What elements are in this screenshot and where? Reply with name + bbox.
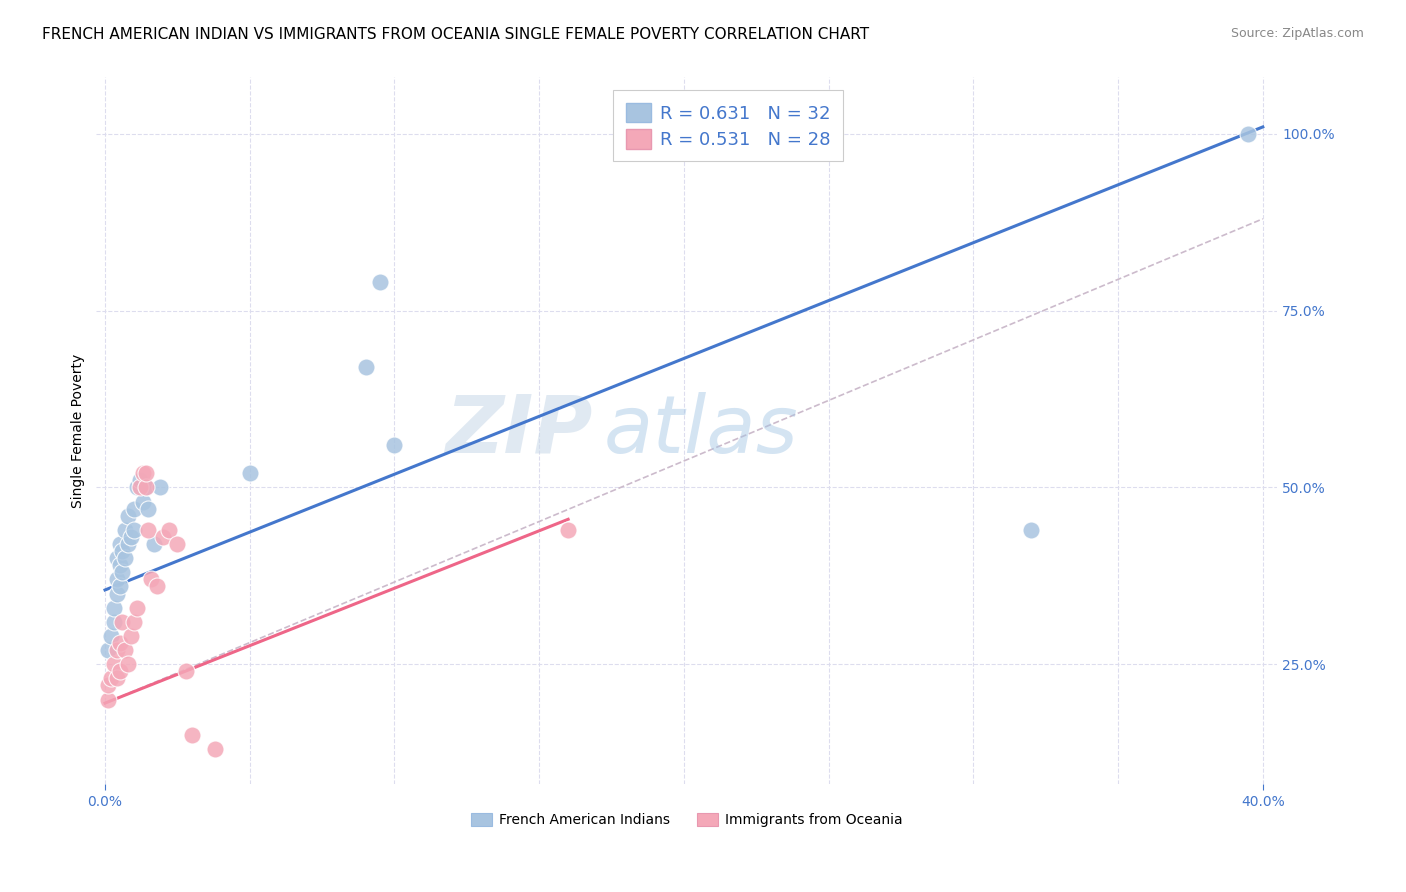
Point <box>108 537 131 551</box>
Text: FRENCH AMERICAN INDIAN VS IMMIGRANTS FROM OCEANIA SINGLE FEMALE POVERTY CORRELAT: FRENCH AMERICAN INDIAN VS IMMIGRANTS FRO… <box>42 27 869 42</box>
Point <box>105 643 128 657</box>
Text: Source: ZipAtlas.com: Source: ZipAtlas.com <box>1230 27 1364 40</box>
Point <box>1019 523 1042 537</box>
Point <box>122 615 145 629</box>
Point <box>138 501 160 516</box>
Point <box>114 643 136 657</box>
Point <box>138 523 160 537</box>
Point <box>135 480 157 494</box>
Point <box>120 629 142 643</box>
Point <box>97 643 120 657</box>
Point <box>122 501 145 516</box>
Point <box>105 573 128 587</box>
Point <box>117 537 139 551</box>
Point <box>108 665 131 679</box>
Point <box>114 523 136 537</box>
Point <box>125 600 148 615</box>
Point <box>117 657 139 672</box>
Point <box>384 438 406 452</box>
Point <box>157 523 180 537</box>
Point <box>131 467 153 481</box>
Point <box>117 508 139 523</box>
Point <box>103 600 125 615</box>
Point <box>108 579 131 593</box>
Point <box>174 665 197 679</box>
Point <box>1237 127 1260 141</box>
Point <box>128 474 150 488</box>
Point <box>204 742 226 756</box>
Point <box>120 530 142 544</box>
Point <box>108 636 131 650</box>
Point <box>135 467 157 481</box>
Y-axis label: Single Female Poverty: Single Female Poverty <box>72 354 86 508</box>
Text: ZIP: ZIP <box>444 392 592 470</box>
Point <box>166 537 188 551</box>
Point <box>122 523 145 537</box>
Text: atlas: atlas <box>605 392 799 470</box>
Point <box>108 558 131 573</box>
Point <box>149 480 172 494</box>
Point <box>100 629 122 643</box>
Point <box>105 551 128 566</box>
Point <box>180 728 202 742</box>
Point <box>135 480 157 494</box>
Point <box>146 579 169 593</box>
Point <box>557 523 579 537</box>
Point <box>368 276 391 290</box>
Point <box>100 671 122 685</box>
Point <box>105 671 128 685</box>
Point <box>143 537 166 551</box>
Point <box>152 530 174 544</box>
Point <box>105 586 128 600</box>
Point <box>111 566 134 580</box>
Point <box>111 544 134 558</box>
Point <box>97 692 120 706</box>
Point <box>239 467 262 481</box>
Point <box>111 615 134 629</box>
Point <box>131 494 153 508</box>
Point <box>141 573 163 587</box>
Point <box>354 360 377 375</box>
Point <box>97 678 120 692</box>
Point <box>103 657 125 672</box>
Legend: French American Indians, Immigrants from Oceania: French American Indians, Immigrants from… <box>464 806 910 834</box>
Point <box>125 480 148 494</box>
Point <box>128 480 150 494</box>
Point <box>114 551 136 566</box>
Point <box>103 615 125 629</box>
